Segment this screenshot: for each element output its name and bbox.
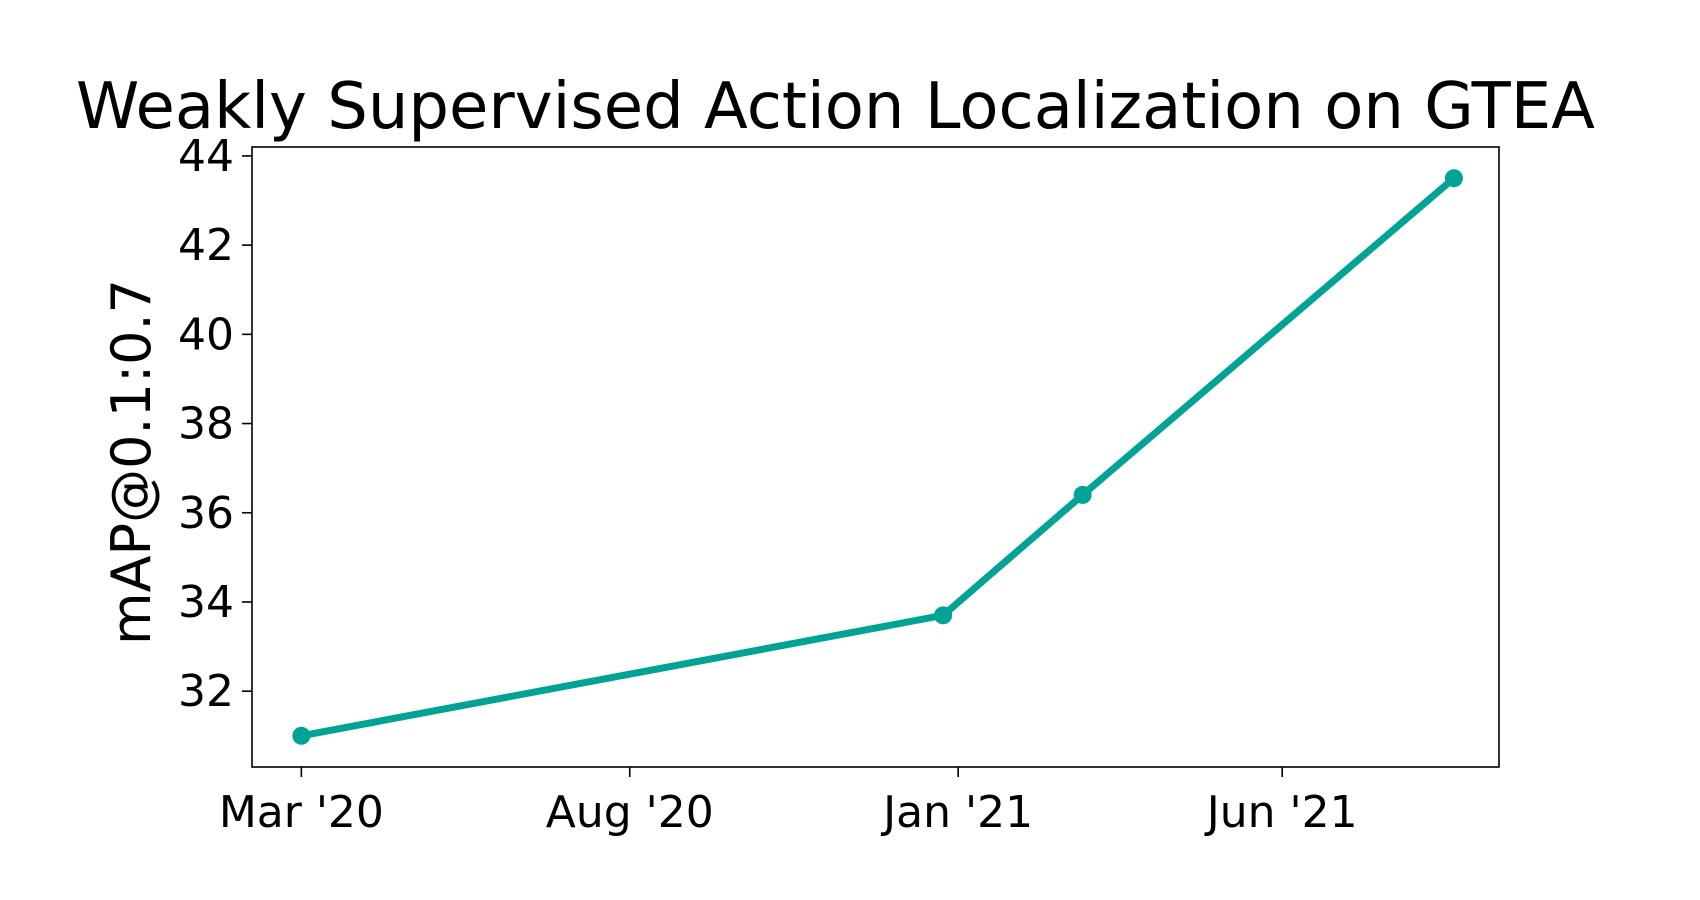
y-tick-label: 36 [178,488,234,539]
y-tick-label: 42 [178,220,234,271]
data-point [934,606,953,625]
series-layer [292,169,1463,745]
plot-frame [251,146,1500,768]
x-tick-label: Mar '20 [219,787,384,838]
x-tick-label: Jun '21 [1204,787,1358,838]
y-tick-label: 32 [178,666,234,717]
y-axis: 32 34 36 38 40 42 44 [178,131,252,717]
data-point [1073,485,1092,504]
x-tick-label: Jan '21 [880,787,1033,838]
y-tick-label: 40 [178,309,234,360]
y-tick-label: 38 [178,399,234,450]
data-point [292,726,311,745]
y-tick-label: 44 [178,131,234,182]
chart-title: Weakly Supervised Action Localization on… [76,70,1595,144]
x-axis: Mar '20 Aug '20 Jan '21 Jun '21 [219,767,1358,838]
x-tick-label: Aug '20 [546,787,714,838]
series-line [297,174,1458,740]
data-point [1444,169,1463,188]
y-axis-label: mAP@0.1:0.7 [100,279,163,645]
y-tick-label: 34 [178,577,234,628]
